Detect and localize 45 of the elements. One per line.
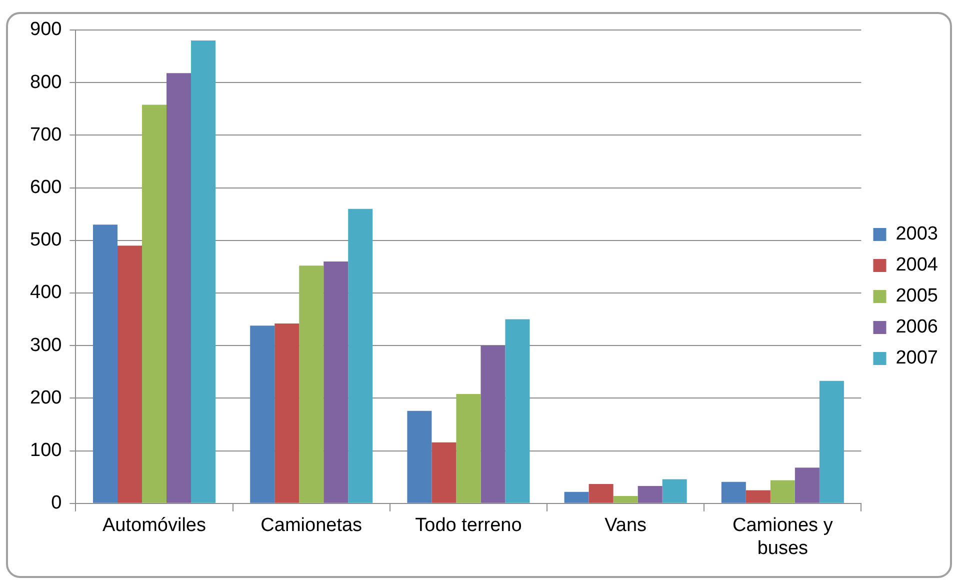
bar <box>564 492 589 503</box>
bar <box>274 324 300 503</box>
y-tick-label: 300 <box>30 334 62 356</box>
bar <box>588 484 614 503</box>
bar <box>746 490 770 503</box>
legend-label: 2004 <box>896 254 938 276</box>
bar <box>721 482 746 503</box>
bar <box>166 73 192 503</box>
bar <box>819 380 844 503</box>
y-tick-label: 600 <box>30 177 62 198</box>
x-tick-label: Todo terreno <box>415 515 522 536</box>
x-tick-label: Vans <box>604 515 647 536</box>
y-tick-label: 0 <box>51 492 62 514</box>
legend-label: 2003 <box>896 224 938 245</box>
x-tick-label: Camionetas <box>260 515 362 536</box>
y-tick-label: 200 <box>30 387 62 408</box>
bar <box>613 496 638 503</box>
bar <box>348 208 373 503</box>
y-tick-label: 900 <box>30 19 62 40</box>
y-tick-label: 100 <box>30 440 62 462</box>
bar <box>794 468 820 503</box>
bar <box>638 486 662 503</box>
bar <box>662 479 687 503</box>
legend-label: 2007 <box>896 348 938 369</box>
bar <box>92 224 118 503</box>
bar <box>191 40 216 503</box>
legend-label: 2006 <box>896 316 938 338</box>
bar <box>117 246 142 503</box>
bar <box>299 266 324 503</box>
y-tick-label: 700 <box>30 124 62 146</box>
x-tick-label: Camiones y buses <box>732 515 834 559</box>
y-tick-label: 500 <box>30 230 62 251</box>
bar <box>480 346 506 503</box>
legend-label: 2005 <box>896 286 938 307</box>
bar <box>432 442 456 503</box>
x-tick-label: Automóviles <box>102 515 206 536</box>
bar <box>770 480 795 503</box>
bar <box>142 104 167 503</box>
bar <box>407 410 432 503</box>
bar <box>456 394 481 503</box>
bar <box>324 261 348 503</box>
y-tick-label: 800 <box>30 72 62 93</box>
y-tick-label: 400 <box>30 282 62 304</box>
bar <box>505 319 530 503</box>
bar <box>250 326 275 503</box>
